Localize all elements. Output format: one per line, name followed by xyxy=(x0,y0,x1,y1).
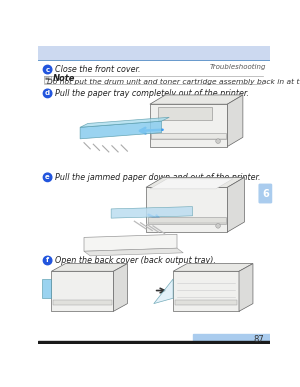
Bar xyxy=(148,217,226,224)
Text: ✏: ✏ xyxy=(45,77,51,82)
Circle shape xyxy=(43,256,52,265)
Text: 6: 6 xyxy=(262,188,269,199)
Polygon shape xyxy=(42,279,52,298)
Text: Do not put the drum unit and toner cartridge assembly back in at this point.: Do not put the drum unit and toner cartr… xyxy=(47,79,300,85)
Circle shape xyxy=(43,89,52,98)
Bar xyxy=(38,341,270,344)
Bar xyxy=(173,271,239,311)
Polygon shape xyxy=(111,207,193,218)
Polygon shape xyxy=(150,95,243,104)
Bar xyxy=(146,187,227,232)
Circle shape xyxy=(216,139,220,144)
Bar xyxy=(152,133,226,139)
Polygon shape xyxy=(239,264,253,311)
Bar xyxy=(44,77,51,83)
Polygon shape xyxy=(80,117,169,127)
Text: e: e xyxy=(45,174,50,180)
Bar xyxy=(38,46,270,59)
Polygon shape xyxy=(154,279,173,304)
Text: Open the back cover (back output tray).: Open the back cover (back output tray). xyxy=(55,256,215,265)
Text: Troubleshooting: Troubleshooting xyxy=(210,64,266,70)
Bar xyxy=(52,271,113,311)
Polygon shape xyxy=(146,177,244,187)
Polygon shape xyxy=(150,179,233,189)
Text: Pull the paper tray completely out of the printer.: Pull the paper tray completely out of th… xyxy=(55,89,248,98)
Bar xyxy=(175,300,238,305)
Polygon shape xyxy=(84,234,177,251)
Text: c: c xyxy=(46,67,50,72)
Polygon shape xyxy=(227,95,243,147)
Polygon shape xyxy=(84,248,183,256)
Bar xyxy=(53,300,112,305)
Polygon shape xyxy=(173,264,253,271)
Text: f: f xyxy=(46,257,49,264)
Bar xyxy=(158,106,212,120)
Text: d: d xyxy=(45,91,50,96)
Polygon shape xyxy=(80,121,161,139)
Text: 87: 87 xyxy=(253,335,264,344)
Circle shape xyxy=(43,173,52,182)
Circle shape xyxy=(43,65,52,74)
Polygon shape xyxy=(227,177,244,232)
Text: Pull the jammed paper down and out of the printer.: Pull the jammed paper down and out of th… xyxy=(55,173,260,182)
FancyBboxPatch shape xyxy=(259,184,272,203)
Circle shape xyxy=(216,224,220,228)
Text: Note: Note xyxy=(53,74,75,83)
Polygon shape xyxy=(113,264,128,311)
Bar xyxy=(193,334,270,344)
Text: Close the front cover.: Close the front cover. xyxy=(55,65,140,74)
Polygon shape xyxy=(52,264,128,271)
Bar xyxy=(150,104,227,147)
